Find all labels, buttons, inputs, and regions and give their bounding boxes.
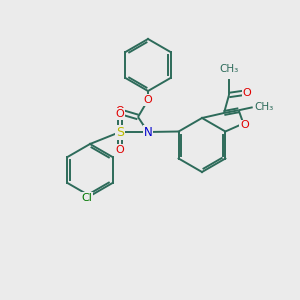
Text: O: O <box>116 109 124 119</box>
Text: O: O <box>240 121 249 130</box>
Text: O: O <box>243 88 251 98</box>
Text: O: O <box>116 106 124 116</box>
Text: CH₃: CH₃ <box>219 64 238 74</box>
Text: S: S <box>116 125 124 139</box>
Text: O: O <box>144 95 152 105</box>
Text: O: O <box>116 145 124 155</box>
Text: N: N <box>144 125 152 139</box>
Text: Cl: Cl <box>82 193 92 203</box>
Text: CH₃: CH₃ <box>255 102 274 112</box>
